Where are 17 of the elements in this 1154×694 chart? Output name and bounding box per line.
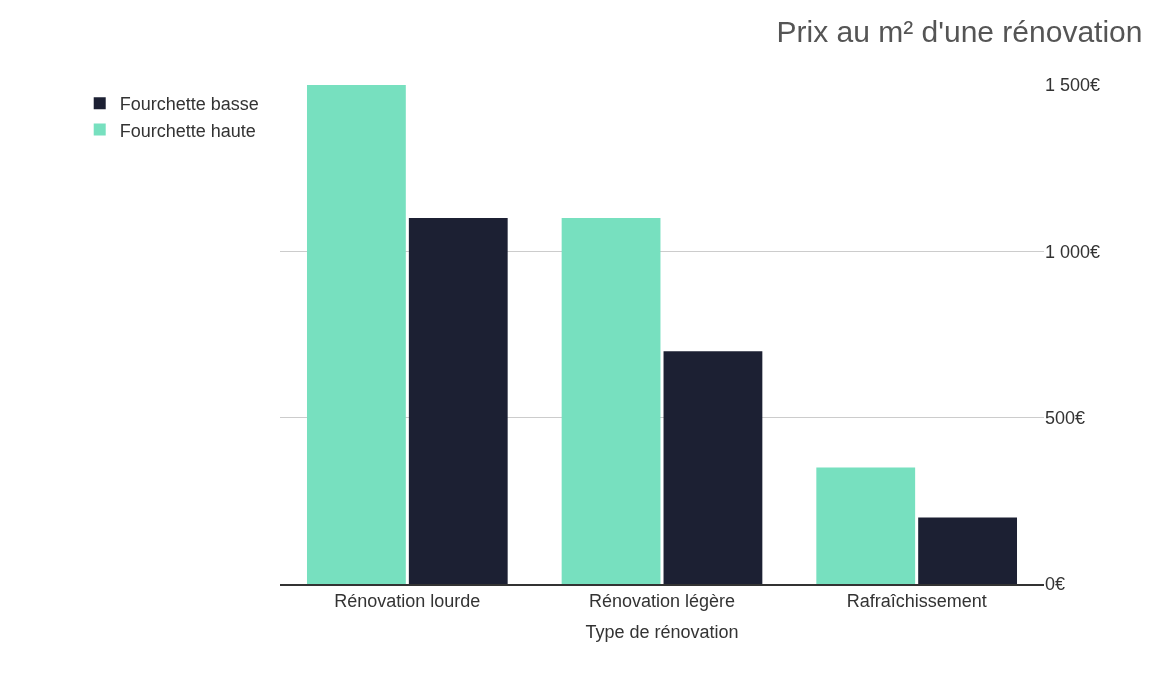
x-tick-label: Rénovation légère — [588, 591, 736, 612]
bar — [816, 467, 916, 584]
chart-title: Prix au m² d'une rénovation — [776, 14, 1143, 48]
bar — [918, 517, 1018, 584]
legend-label: Fourchette basse — [119, 94, 259, 115]
x-tick-label: Rénovation lourde — [334, 591, 481, 612]
bar — [561, 218, 661, 584]
y-tick-label: 0€ — [1045, 574, 1066, 595]
y-tick-label: 1 000€ — [1045, 241, 1101, 262]
x-axis-title: Type de rénovation — [585, 621, 739, 642]
y-tick-label: 1 500€ — [1045, 75, 1101, 96]
y-tick-label: 500€ — [1045, 407, 1086, 428]
x-tick-label: Rafraîchissement — [846, 591, 987, 612]
bar — [408, 218, 508, 584]
bar — [306, 85, 406, 584]
bar — [663, 351, 763, 584]
legend-label: Fourchette haute — [119, 120, 256, 141]
